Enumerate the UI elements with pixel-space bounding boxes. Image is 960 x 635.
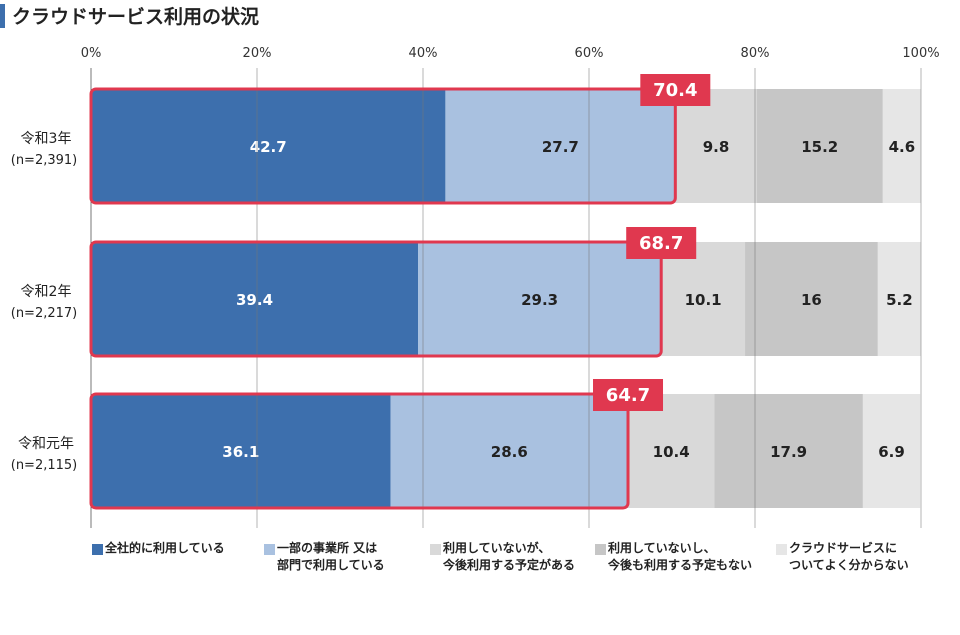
bar-segment (877, 242, 921, 356)
chart-title: クラウドサービス利用の状況 (12, 6, 260, 28)
legend-label: クラウドサービスに ついてよく分からない (789, 541, 909, 572)
bar-segment (418, 242, 662, 356)
category-n-label: (n=2,115) (11, 458, 78, 473)
highlight-badge (640, 74, 711, 106)
data-label: 16 (801, 291, 822, 309)
bar-segment (882, 89, 921, 203)
x-tick-label: 0% (81, 46, 102, 61)
category-label: 令和元年 (18, 436, 74, 452)
bar-segment (862, 394, 921, 508)
data-label: 4.6 (889, 138, 916, 156)
legend-swatch (776, 544, 787, 555)
title-accent-bar (0, 4, 5, 28)
highlight-frame (89, 392, 630, 510)
bar-segment (714, 394, 863, 508)
x-tick-label: 60% (575, 46, 604, 61)
chart-legend: 全社的に利用している 一部の事業所 又は 部門で利用している 利用していないが、 今… (92, 540, 952, 580)
legend-swatch (430, 544, 441, 555)
bar-segment (91, 89, 446, 203)
data-label: 10.1 (685, 291, 722, 309)
highlight-frame (89, 240, 663, 358)
category-label: 令和3年 (21, 131, 72, 147)
legend-swatch (595, 544, 606, 555)
x-tick-label: 100% (902, 46, 939, 61)
bar-segment (628, 394, 715, 508)
highlight-badge (593, 379, 664, 411)
data-label: 6.9 (878, 443, 905, 461)
x-tick-label: 20% (243, 46, 272, 61)
bar-segment (445, 89, 676, 203)
data-label: 29.3 (521, 291, 558, 309)
bar-segment (661, 242, 746, 356)
highlight-value: 64.7 (606, 385, 650, 406)
bar-segment (91, 394, 391, 508)
category-n-label: (n=2,217) (11, 306, 78, 321)
data-label: 39.4 (236, 291, 273, 309)
highlight-value: 68.7 (639, 233, 683, 254)
legend-label: 一部の事業所 又は 部門で利用している (277, 541, 385, 572)
category-label: 令和2年 (21, 284, 72, 300)
bar-segment (390, 394, 629, 508)
data-label: 15.2 (801, 138, 838, 156)
data-label: 27.7 (542, 138, 579, 156)
data-label: 17.9 (770, 443, 807, 461)
highlight-frame (89, 87, 677, 205)
legend-swatch (92, 544, 103, 555)
data-label: 10.4 (653, 443, 690, 461)
highlight-value: 70.4 (653, 80, 697, 101)
data-label: 36.1 (222, 443, 259, 461)
bar-segment (675, 89, 757, 203)
legend-label: 利用していないし、 今後も利用する予定もない (608, 541, 753, 572)
legend-swatch (264, 544, 275, 555)
data-label: 42.7 (250, 138, 287, 156)
bar-segment (91, 242, 419, 356)
data-label: 28.6 (491, 443, 528, 461)
legend-label: 利用していないが、 今後利用する予定がある (443, 541, 576, 572)
highlight-badge (626, 227, 697, 259)
category-n-label: (n=2,391) (11, 153, 78, 168)
x-tick-label: 40% (409, 46, 438, 61)
x-tick-label: 80% (741, 46, 770, 61)
bar-segment (756, 89, 883, 203)
data-label: 9.8 (703, 138, 730, 156)
bar-segment (745, 242, 878, 356)
data-label: 5.2 (886, 291, 913, 309)
legend-label: 全社的に利用している (105, 541, 225, 555)
